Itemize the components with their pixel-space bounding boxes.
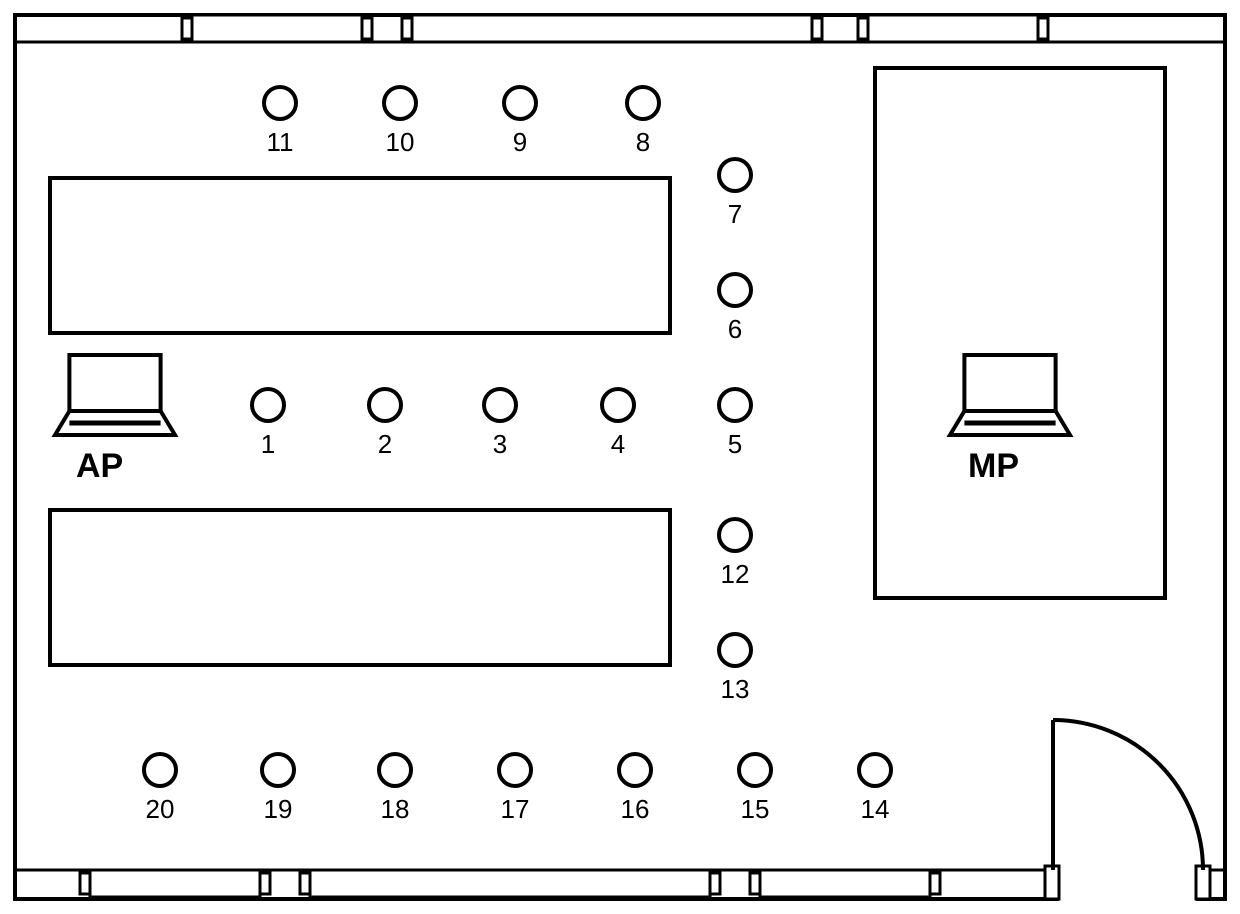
laptop-label-MP: MP (968, 447, 1019, 486)
laptop-MP (950, 355, 1070, 435)
window (412, 15, 812, 42)
point-label-14: 14 (861, 794, 890, 825)
point-label-15: 15 (741, 794, 770, 825)
point-label-6: 6 (728, 314, 742, 345)
point-17 (499, 754, 531, 786)
point-13 (719, 634, 751, 666)
point-9 (504, 87, 536, 119)
door-gap-mask (1059, 897, 1196, 903)
point-11 (264, 87, 296, 119)
point-7 (719, 159, 751, 191)
door-jamb (1196, 866, 1210, 899)
point-label-13: 13 (721, 674, 750, 705)
point-label-19: 19 (264, 794, 293, 825)
point-label-9: 9 (513, 127, 527, 158)
point-label-18: 18 (381, 794, 410, 825)
point-2 (369, 389, 401, 421)
point-15 (739, 754, 771, 786)
window-post (930, 873, 940, 894)
point-label-7: 7 (728, 199, 742, 230)
point-label-20: 20 (146, 794, 175, 825)
laptop-AP (55, 355, 175, 435)
point-label-12: 12 (721, 559, 750, 590)
point-16 (619, 754, 651, 786)
window-post (710, 873, 720, 894)
window-post (362, 18, 372, 39)
window-post (812, 18, 822, 39)
window-post (402, 18, 412, 39)
point-label-17: 17 (501, 794, 530, 825)
window-post (182, 18, 192, 39)
point-5 (719, 389, 751, 421)
top-desk (50, 178, 670, 333)
point-label-11: 11 (267, 127, 294, 158)
point-3 (484, 389, 516, 421)
point-label-8: 8 (636, 127, 650, 158)
point-label-10: 10 (386, 127, 415, 158)
point-label-4: 4 (611, 429, 625, 460)
point-10 (384, 87, 416, 119)
point-label-5: 5 (728, 429, 742, 460)
point-label-3: 3 (493, 429, 507, 460)
point-6 (719, 274, 751, 306)
point-8 (627, 87, 659, 119)
point-label-16: 16 (621, 794, 650, 825)
point-4 (602, 389, 634, 421)
point-14 (859, 754, 891, 786)
door-arc (1053, 720, 1203, 870)
window (868, 15, 1038, 42)
right-desk (875, 68, 1165, 598)
point-label-2: 2 (378, 429, 392, 460)
window (310, 870, 710, 897)
point-20 (144, 754, 176, 786)
window-post (750, 873, 760, 894)
floorplan-diagram: APMP1234567891011121314151617181920 (0, 0, 1240, 914)
door-jamb (1045, 866, 1059, 899)
window (192, 15, 362, 42)
window (760, 870, 930, 897)
window-post (80, 873, 90, 894)
laptop-label-AP: AP (76, 447, 123, 486)
point-19 (262, 754, 294, 786)
window-post (260, 873, 270, 894)
window-post (1038, 18, 1048, 39)
point-1 (252, 389, 284, 421)
window (90, 870, 260, 897)
point-label-1: 1 (261, 429, 275, 460)
point-18 (379, 754, 411, 786)
window-post (300, 873, 310, 894)
bottom-desk (50, 510, 670, 665)
point-12 (719, 519, 751, 551)
window-post (858, 18, 868, 39)
